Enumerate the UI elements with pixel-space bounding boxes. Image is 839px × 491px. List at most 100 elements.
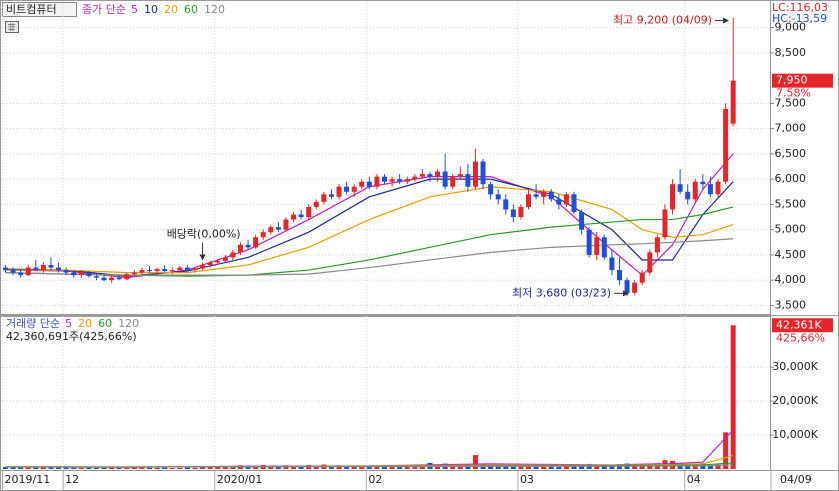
arrow-head: [723, 17, 729, 24]
candle-body: [192, 268, 198, 271]
candle-body: [200, 265, 206, 269]
candle-body: [526, 194, 532, 207]
candle-body: [647, 252, 653, 273]
candle-body: [71, 272, 77, 276]
x-tick-label: 04: [687, 473, 701, 486]
candle-body: [730, 80, 736, 124]
candle-body: [283, 219, 289, 230]
candle-body: [366, 181, 372, 187]
volume-bar: [215, 466, 221, 469]
volume-bar: [101, 467, 107, 469]
x-tick-label: 2020/01: [217, 473, 263, 486]
volume-bar: [71, 467, 77, 469]
volume-bar: [222, 466, 228, 469]
legend-entry: 10: [144, 3, 158, 16]
candle-body: [131, 272, 137, 275]
volume-bar: [541, 466, 547, 469]
y-tick-label: 6,000: [775, 172, 807, 185]
volume-bar: [647, 464, 653, 469]
title-box: [2, 2, 77, 17]
candle-body: [427, 174, 433, 177]
candle-body: [723, 108, 729, 182]
volume-bar: [632, 465, 638, 469]
legend-entry: 20: [164, 3, 178, 16]
y-tick-label: 30,000K: [772, 360, 818, 373]
candle-body: [715, 181, 721, 195]
y-tick-label: 7,000: [775, 122, 807, 135]
candle-body: [465, 174, 471, 187]
volume-bar: [169, 467, 175, 469]
candle-body: [654, 237, 660, 253]
candle-body: [291, 214, 297, 220]
candle-body: [101, 277, 107, 281]
candle-body: [25, 267, 31, 276]
candle-body: [692, 181, 698, 200]
candle-body: [450, 176, 456, 187]
volume-bar: [548, 465, 554, 469]
volume-bar: [328, 465, 334, 469]
candle-body: [707, 184, 713, 195]
x-tick-label: 02: [368, 473, 382, 486]
volume-bar: [298, 466, 304, 469]
settings-icon-grid: [8, 23, 15, 31]
volume-bar: [3, 466, 8, 469]
candle-body: [533, 194, 539, 197]
moving-average-line: [5, 464, 734, 468]
y-tick-label: 4,500: [775, 248, 807, 261]
candle-body: [313, 201, 319, 207]
volume-bar: [601, 465, 607, 469]
candle-body: [154, 269, 160, 272]
volume-bar: [533, 466, 539, 469]
volume-bar: [495, 465, 501, 469]
price-panel: [0, 0, 771, 315]
candle-body: [351, 186, 357, 192]
candle-body: [344, 186, 350, 192]
volume-bar: [40, 466, 46, 469]
volume-bar: [404, 466, 410, 469]
volume-bar: [200, 466, 206, 469]
y-tick-label: 4,000: [775, 273, 807, 286]
candle-body: [382, 176, 387, 182]
volume-bar: [563, 466, 569, 469]
candle-body: [56, 267, 62, 271]
volume-bar: [162, 467, 168, 469]
y-tick-label: 5,500: [775, 197, 807, 210]
volume-bar: [154, 467, 160, 469]
volume-bar: [344, 466, 350, 469]
volume-bar: [510, 466, 516, 469]
candle-body: [541, 191, 547, 197]
current-volume: 42,361K: [776, 318, 822, 331]
volume-change: 425,66%: [776, 331, 825, 344]
candle-body: [677, 184, 683, 192]
legend-prefix: 거래량 단순: [6, 317, 60, 330]
legend-entry: 5: [131, 3, 138, 16]
candle-body: [321, 194, 327, 202]
candle-body: [177, 267, 183, 271]
volume-bar: [116, 467, 122, 469]
volume-bar: [397, 466, 403, 469]
candle-body: [495, 194, 501, 200]
candle-body: [63, 270, 69, 273]
volume-bar: [351, 466, 357, 469]
volume-bar: [518, 465, 524, 469]
legend-entry: 60: [98, 317, 112, 330]
candle-body: [616, 270, 622, 281]
volume-bar: [48, 466, 54, 469]
volume-bar: [313, 465, 319, 469]
volume-bar: [93, 467, 99, 469]
y-tick-label: 3,500: [775, 298, 807, 311]
y-tick-label: 5,000: [775, 223, 807, 236]
candle-body: [93, 276, 99, 278]
candle-body: [86, 272, 92, 277]
candle-body: [336, 186, 342, 197]
volume-bar: [192, 467, 198, 469]
x-tick-label: 12: [65, 473, 79, 486]
current-price-box: [772, 73, 833, 88]
candle-body: [700, 181, 706, 185]
candle-body: [579, 211, 585, 230]
volume-bar: [366, 466, 372, 469]
volume-bar: [25, 466, 31, 469]
